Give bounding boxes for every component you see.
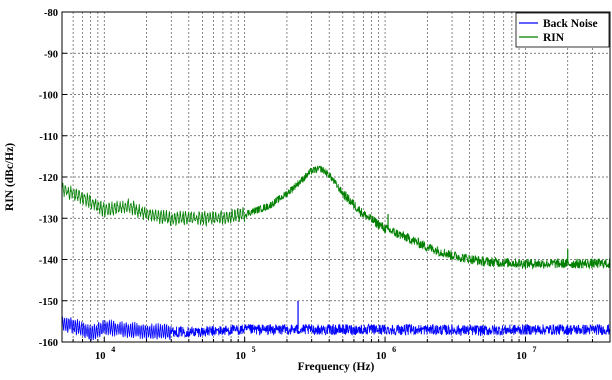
x-tick-label: 10 xyxy=(516,351,527,362)
x-tick-exponent: 4 xyxy=(111,345,115,354)
y-tick-label: -140 xyxy=(39,256,58,267)
y-axis-title: RIN (dBc/Hz) xyxy=(4,143,16,211)
legend-label: Back Noise xyxy=(543,18,598,30)
legend: Back Noise RIN xyxy=(515,12,610,48)
x-tick-label: 10 xyxy=(95,351,106,362)
y-tick-label: -90 xyxy=(44,49,58,60)
ticks: -80 -90 -100 -110 -120 -130 -140 -150 -160 10 4 10 5… xyxy=(39,8,611,362)
x-tick-exponent: 7 xyxy=(532,345,536,354)
y-tick-label: -130 xyxy=(39,214,58,225)
legend-box xyxy=(515,12,610,48)
series-line-back-noise xyxy=(62,316,610,342)
x-axis-title: Frequency (Hz) xyxy=(298,361,375,373)
x-tick-exponent: 6 xyxy=(392,345,396,354)
y-tick-label: -110 xyxy=(39,132,58,143)
y-tick-label: -120 xyxy=(39,173,58,184)
legend-label: RIN xyxy=(543,32,565,44)
y-tick-label: -150 xyxy=(39,297,58,308)
y-tick-label: -80 xyxy=(44,8,58,19)
y-tick-label: -100 xyxy=(39,91,58,102)
series-line-rin xyxy=(62,165,610,270)
grid xyxy=(61,11,611,343)
x-tick-exponent: 5 xyxy=(252,345,256,354)
y-tick-label: -160 xyxy=(39,338,58,349)
x-tick-label: 10 xyxy=(235,351,246,362)
x-tick-label: 10 xyxy=(376,351,387,362)
series-layer xyxy=(62,165,610,342)
